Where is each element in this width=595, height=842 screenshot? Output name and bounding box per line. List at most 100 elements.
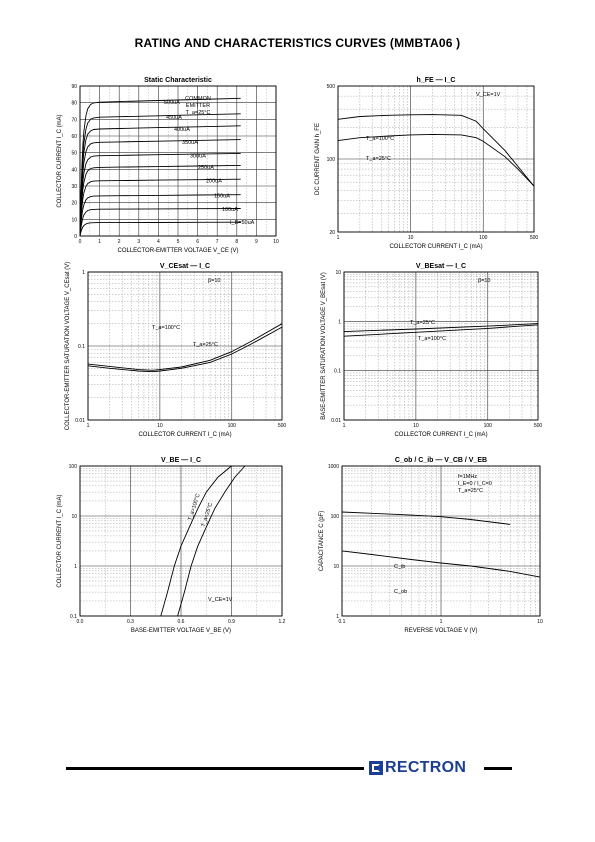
x-tick-label: 7 xyxy=(216,239,219,245)
plot-frame xyxy=(87,271,283,421)
x-axis-label: REVERSE VOLTAGE V (V) xyxy=(404,628,477,634)
y-tick-label: 0.1 xyxy=(70,614,77,620)
series-line xyxy=(79,139,241,237)
series-label: T_a=100°C xyxy=(366,136,394,142)
y-tick-label: 500 xyxy=(327,84,336,90)
series-line xyxy=(343,323,539,333)
y-axis-label: COLLECTOR CURRENT I_C (mA) xyxy=(57,494,63,587)
chart-annotation: I_E=0 / I_C=0 xyxy=(458,481,492,487)
y-tick-label: 10 xyxy=(71,514,77,520)
y-tick-label: 0.01 xyxy=(75,418,85,424)
series-label: 400uA xyxy=(174,127,190,133)
x-tick-label: 10 xyxy=(157,423,163,429)
series-label: C_ib xyxy=(394,564,405,570)
y-tick-label: 1 xyxy=(336,614,339,620)
x-tick-label: 500 xyxy=(278,423,287,429)
y-axis-label: BASE-EMITTER SATURATION VOLTAGE V_BEsat … xyxy=(321,272,327,420)
chart-annotation: V_CE=1V xyxy=(476,92,501,98)
x-tick-label: 8 xyxy=(235,239,238,245)
chart-vbesat-vs-ic: 1 10 100 500 0.01 0.1 1 10 COLLECTOR CURRENT I_C… xyxy=(321,263,543,438)
x-axis-label: COLLECTOR-EMITTER VOLTAGE V_CE (V) xyxy=(117,248,238,254)
y-tick-label: 60 xyxy=(71,134,77,140)
y-tick-label: 20 xyxy=(71,201,77,207)
series-line xyxy=(79,152,241,237)
x-tick-label: 5 xyxy=(177,239,180,245)
series-label: T_a=100°C xyxy=(418,336,446,342)
chart-annotation: EMITTER xyxy=(186,103,210,109)
series-label: 350uA xyxy=(182,140,198,146)
x-axis-label: COLLECTOR CURRENT I_C (mA) xyxy=(138,432,231,438)
x-axis-label: BASE-EMITTER VOLTAGE V_BE (V) xyxy=(131,628,231,634)
series-label: 250uA xyxy=(198,165,214,171)
series-line xyxy=(79,113,241,237)
series-line xyxy=(79,164,241,237)
x-tick-label: 0.3 xyxy=(127,619,134,625)
series-line xyxy=(160,465,232,617)
y-tick-label: 90 xyxy=(71,84,77,90)
series-line xyxy=(341,550,541,578)
x-tick-label: 1 xyxy=(87,423,90,429)
chart-annotation: COMMON xyxy=(185,96,211,102)
x-axis-label: COLLECTOR CURRENT I_C (mA) xyxy=(389,244,482,250)
y-tick-label: 1 xyxy=(82,270,85,276)
series-line xyxy=(337,133,535,187)
x-tick-label: 0.0 xyxy=(77,619,84,625)
y-tick-label: 40 xyxy=(71,167,77,173)
x-tick-label: 2 xyxy=(118,239,121,245)
series-label: I_B=50uA xyxy=(230,220,255,226)
series-label: T_a=25°C xyxy=(366,156,391,162)
y-tick-label: 1000 xyxy=(328,464,339,470)
chart-title: Static Characteristic xyxy=(144,77,212,84)
y-tick-label: 10 xyxy=(335,270,341,276)
series-line xyxy=(79,194,241,237)
plot-frame xyxy=(341,465,541,617)
series-line xyxy=(79,178,241,237)
chart-annotation: V_CE=1V xyxy=(208,597,233,603)
y-tick-label: 1 xyxy=(74,564,77,570)
chart-annotation: T_a=25°C xyxy=(186,110,211,116)
y-tick-label: 80 xyxy=(71,101,77,107)
x-tick-label: 10 xyxy=(537,619,543,625)
footer-rule-left xyxy=(66,767,364,770)
x-tick-label: 0.6 xyxy=(178,619,185,625)
chart-title: V_CEsat — I_C xyxy=(160,263,210,270)
series-label: T_a=25°C xyxy=(410,320,435,326)
series-line xyxy=(79,125,241,237)
footer-rule-right xyxy=(484,767,512,770)
x-tick-label: 1.2 xyxy=(279,619,286,625)
y-tick-label: 70 xyxy=(71,117,77,123)
x-tick-label: 1 xyxy=(337,235,340,241)
series-label: 100uA xyxy=(222,207,238,213)
series-line xyxy=(177,465,246,617)
chart-annotation: β=10 xyxy=(208,278,221,284)
x-tick-label: 3 xyxy=(137,239,140,245)
x-tick-label: 1 xyxy=(343,423,346,429)
chart-hfe-vs-ic: 1 10 100 500 20 100 500 COLLECTOR CURRENT I_C (… xyxy=(315,77,538,250)
y-tick-label: 10 xyxy=(333,564,339,570)
x-tick-label: 10 xyxy=(273,239,279,245)
series-line xyxy=(79,221,241,237)
chart-title: V_BEsat — I_C xyxy=(416,263,466,270)
y-tick-label: 0.1 xyxy=(78,344,85,350)
brand-logo: RECTRON xyxy=(369,758,466,778)
y-tick-label: 0 xyxy=(74,234,77,240)
brand-mark-icon xyxy=(369,761,383,775)
series-line xyxy=(79,208,241,237)
y-tick-label: 0.01 xyxy=(331,418,341,424)
chart-vcesat-vs-ic: 1 10 100 500 0.01 0.1 1 COLLECTOR CURRENT I_C (… xyxy=(65,262,287,438)
x-axis-label: COLLECTOR CURRENT I_C (mA) xyxy=(394,432,487,438)
y-axis-label: CAPACITANCE C (pF) xyxy=(319,511,325,571)
x-tick-label: 100 xyxy=(484,423,493,429)
y-tick-label: 100 xyxy=(327,157,336,163)
series-line xyxy=(341,511,511,525)
x-tick-label: 500 xyxy=(534,423,543,429)
x-tick-label: 100 xyxy=(479,235,488,241)
chart-annotation: f=1MHz xyxy=(458,474,477,480)
y-tick-label: 20 xyxy=(329,230,335,236)
x-tick-label: 9 xyxy=(255,239,258,245)
page-title: RATING AND CHARACTERISTICS CURVES (MMBTA… xyxy=(134,36,461,50)
chart-static-characteristic: 0 1 2 3 4 5 6 7 8 9 10 0 10 20 30 40 50 60 70 80 90 COLLECTOR… xyxy=(57,77,279,254)
x-tick-label: 10 xyxy=(408,235,414,241)
y-tick-label: 10 xyxy=(71,217,77,223)
